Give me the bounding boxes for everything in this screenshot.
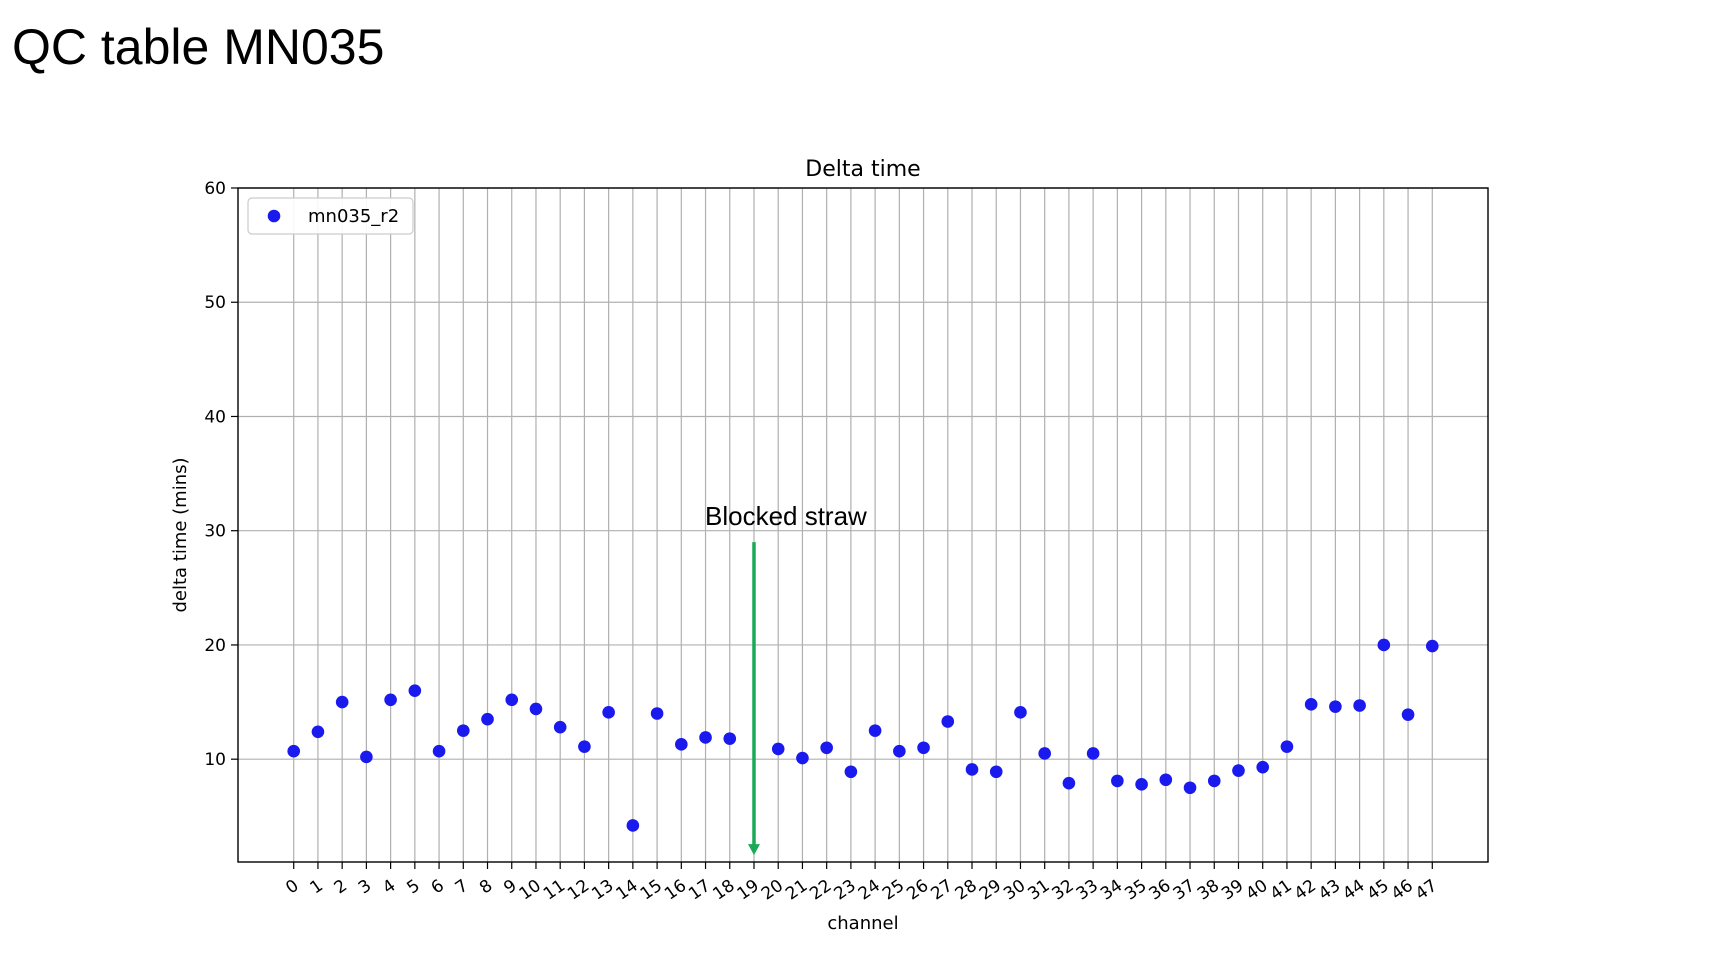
legend-marker (267, 209, 281, 223)
data-point-ch45 (1377, 638, 1391, 652)
x-tick-label: 2 (331, 876, 351, 899)
data-point-ch44 (1353, 699, 1366, 712)
data-point-ch10 (529, 702, 543, 716)
slide-title: QC table MN035 (12, 19, 385, 75)
x-tick-label: 7 (452, 876, 472, 899)
data-point-ch4 (384, 693, 397, 707)
labels: Delta time channel delta time (mins) (170, 157, 921, 934)
data-point-ch47 (1425, 639, 1439, 653)
data-point-ch12 (578, 740, 591, 753)
data-point-ch18 (723, 732, 737, 745)
annotation-text: Blocked straw (705, 501, 867, 531)
data-point-ch43 (1329, 700, 1342, 713)
data-point-ch23 (844, 765, 858, 779)
data-point-ch38 (1207, 774, 1221, 788)
data-point-ch16 (675, 738, 688, 751)
data-point-ch3 (360, 750, 373, 764)
data-point-ch9 (505, 693, 519, 707)
x-tick-label: 47 (1412, 876, 1441, 905)
data-point-ch28 (965, 763, 979, 776)
data-point-ch2 (335, 695, 349, 709)
data-point-ch13 (602, 706, 615, 719)
data-point-ch46 (1401, 708, 1415, 721)
x-axis-label: channel (827, 913, 898, 934)
data-point-ch15 (650, 707, 664, 720)
y-tick-label: 10 (204, 750, 226, 770)
data-point-ch41 (1280, 740, 1294, 753)
data-point-ch6 (432, 744, 446, 758)
x-tick-label: 0 (282, 876, 302, 899)
x-tick-label: 8 (476, 876, 496, 899)
y-tick-label: 60 (204, 179, 226, 199)
data-point-ch27 (941, 715, 955, 728)
y-tick-label: 40 (204, 407, 226, 427)
data-points (287, 638, 1439, 832)
x-tick-label: 6 (428, 876, 448, 899)
data-point-ch21 (796, 751, 809, 765)
data-point-ch14 (626, 819, 640, 832)
data-point-ch32 (1062, 776, 1076, 790)
x-tick-label: 5 (403, 876, 423, 899)
data-point-ch36 (1159, 773, 1173, 787)
data-point-ch25 (893, 744, 906, 758)
data-point-ch5 (408, 684, 422, 697)
data-point-ch8 (481, 712, 494, 726)
data-point-ch11 (553, 720, 567, 734)
data-point-ch33 (1086, 747, 1100, 760)
annotation: Blocked straw (705, 501, 867, 856)
data-point-ch20 (771, 742, 785, 756)
legend-box (247, 197, 414, 235)
annotation-arrow-head (747, 844, 760, 856)
data-point-ch31 (1038, 747, 1051, 760)
legend[interactable]: mn035_r2 (247, 197, 414, 235)
data-point-ch0 (287, 744, 301, 758)
data-point-ch34 (1111, 774, 1124, 788)
x-tick-label: 3 (355, 876, 375, 899)
y-axis-label: delta time (mins) (170, 457, 191, 612)
plot-frame (237, 187, 1489, 863)
y-tick-label: 50 (204, 293, 226, 313)
y-tick-label: 30 (204, 522, 226, 542)
legend-label: mn035_r2 (308, 206, 399, 227)
data-point-ch39 (1232, 764, 1245, 777)
chart-title: Delta time (805, 157, 920, 182)
data-point-ch35 (1135, 778, 1148, 791)
data-point-ch7 (456, 724, 470, 737)
data-point-ch17 (699, 731, 712, 744)
x-tick-label: 1 (306, 876, 326, 899)
x-tick-label: 4 (379, 876, 399, 899)
data-point-ch40 (1256, 760, 1270, 774)
data-point-ch30 (1014, 706, 1027, 719)
data-point-ch37 (1183, 781, 1197, 795)
data-point-ch1 (311, 725, 325, 739)
data-point-ch29 (989, 765, 1003, 779)
data-point-ch26 (917, 741, 930, 755)
data-point-ch42 (1304, 698, 1318, 711)
data-point-ch24 (868, 724, 882, 737)
data-point-ch22 (820, 741, 833, 755)
y-tick-label: 20 (204, 636, 226, 656)
